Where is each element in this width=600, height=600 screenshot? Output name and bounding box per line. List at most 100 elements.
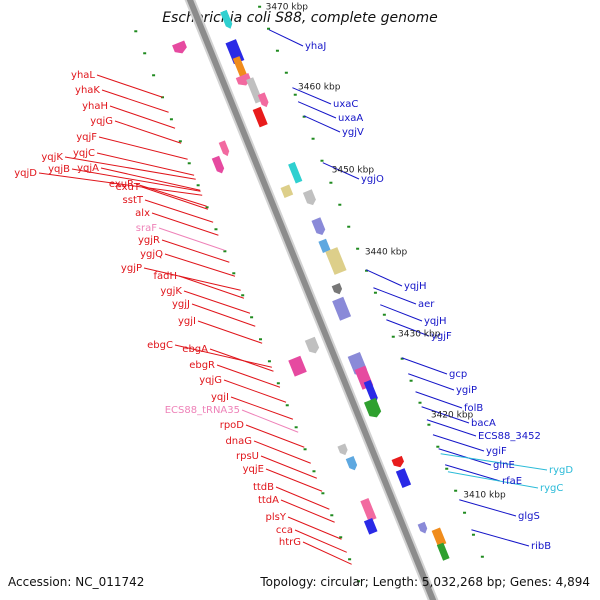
ruler-dot [418, 401, 422, 404]
gene-feature-15 [325, 247, 347, 275]
gene-arrow [304, 336, 320, 354]
leader-line [164, 253, 236, 277]
ruler-dot [267, 360, 271, 363]
leader-line [440, 453, 548, 471]
ruler-dot [214, 228, 218, 231]
ruler-dot [348, 558, 352, 561]
gene-label-yqjG: yqjG [90, 116, 113, 127]
leader-line [401, 357, 448, 375]
scale-label-tick-3430: 3430 kbp [398, 330, 441, 340]
ruler-dot [250, 316, 254, 319]
gene-label-sraF: sraF [136, 223, 157, 234]
ruler-dot [267, 27, 271, 30]
gene-label-glgS: glgS [518, 511, 540, 522]
gene-label-ygjQ: ygjQ [140, 249, 163, 260]
leader-line [144, 199, 214, 223]
gene-label-yqjH: yqjH [404, 281, 427, 292]
gene-label-uxaA: uxaA [338, 113, 363, 124]
gene-label-ECS88_3452: ECS88_3452 [478, 431, 541, 442]
gene-feature-29 [363, 517, 378, 535]
ruler-dot [329, 181, 333, 184]
ruler-dot [311, 137, 315, 140]
gene-arrow [235, 72, 251, 86]
gene-box [288, 161, 303, 184]
gene-feature-16 [331, 282, 343, 295]
gene-feature-31 [431, 527, 447, 547]
gene-feature-12 [302, 189, 316, 206]
leader-line [268, 29, 304, 47]
ruler-dot [312, 470, 316, 473]
gene-arrow [417, 521, 428, 534]
gene-label-exuT: exuT [116, 182, 141, 193]
ruler-dot [284, 71, 288, 74]
gene-feature-6 [257, 92, 269, 108]
ruler-dot [382, 313, 386, 316]
gene-label-yhaK: yhaK [75, 85, 100, 96]
gene-arrow [363, 379, 378, 403]
leader-line [415, 391, 463, 409]
gene-label-yqjB: yqjB [48, 164, 70, 175]
leader-line [209, 348, 274, 372]
ruler-dot [294, 426, 298, 429]
leader-line [96, 74, 163, 98]
leader-line [158, 227, 225, 251]
gene-label-alx: alx [135, 208, 150, 219]
ruler-dot [320, 159, 324, 162]
ruler-dot [258, 5, 262, 8]
leader-line [373, 287, 417, 305]
ruler-dot [357, 580, 361, 583]
gene-label-ebgR: ebgR [189, 360, 215, 371]
leader-line [178, 275, 245, 299]
gene-label-yqjK: yqjK [41, 152, 63, 163]
leader-line [114, 120, 182, 144]
leader-line [245, 424, 305, 448]
leader-line [322, 162, 360, 180]
gene-feature-22 [363, 379, 378, 403]
ruler-dot [365, 269, 369, 272]
accession-text: Accession: NC_011742 [8, 575, 144, 589]
gene-box [332, 296, 352, 321]
leader-line [101, 89, 169, 113]
ruler-dot [276, 382, 280, 385]
ruler-dot [338, 203, 342, 206]
gene-feature-27 [395, 468, 412, 489]
leader-line [191, 303, 256, 327]
gene-box [325, 247, 347, 275]
gene-label-ttdA: ttdA [258, 495, 279, 506]
gene-label-yhaL: yhaL [71, 70, 95, 81]
ruler-dot [259, 338, 263, 341]
gene-label-rygC: rygC [540, 483, 563, 494]
ruler-dot [223, 250, 227, 253]
leader-line [96, 152, 195, 176]
gene-feature-7 [252, 106, 268, 128]
summary-text: Topology: circular; Length: 5,032,268 bp… [259, 575, 590, 589]
gene-label-yqjD: yqjD [14, 168, 37, 179]
label-leaders [38, 29, 548, 565]
gene-box [318, 238, 331, 254]
gene-label-glnE: glnE [493, 460, 515, 471]
gene-box [252, 106, 268, 128]
leader-line [471, 529, 530, 547]
leader-line [161, 239, 230, 263]
gene-label-ebgA: ebgA [182, 344, 208, 355]
gene-feature-26 [391, 455, 405, 468]
gene-label-ygjO: ygjO [361, 174, 384, 185]
leader-line [386, 319, 430, 337]
gene-feature-23 [363, 397, 382, 418]
gene-label-bacA: bacA [471, 418, 496, 429]
gene-feature-30 [417, 521, 428, 534]
gene-box [431, 527, 447, 547]
gene-label-folB: folB [464, 403, 483, 414]
gene-label-yhaH: yhaH [82, 101, 108, 112]
ruler-dot [241, 294, 245, 297]
gene-label-exuR: exuR [109, 179, 134, 190]
leader-line [287, 516, 342, 540]
gene-arrow [257, 92, 269, 108]
ruler-dot [356, 247, 360, 250]
ruler-dot [178, 140, 182, 143]
gene-label-rpoD: rpoD [220, 420, 245, 431]
ruler-dot [152, 74, 156, 77]
ruler-dot [400, 357, 404, 360]
gene-box [288, 355, 307, 377]
